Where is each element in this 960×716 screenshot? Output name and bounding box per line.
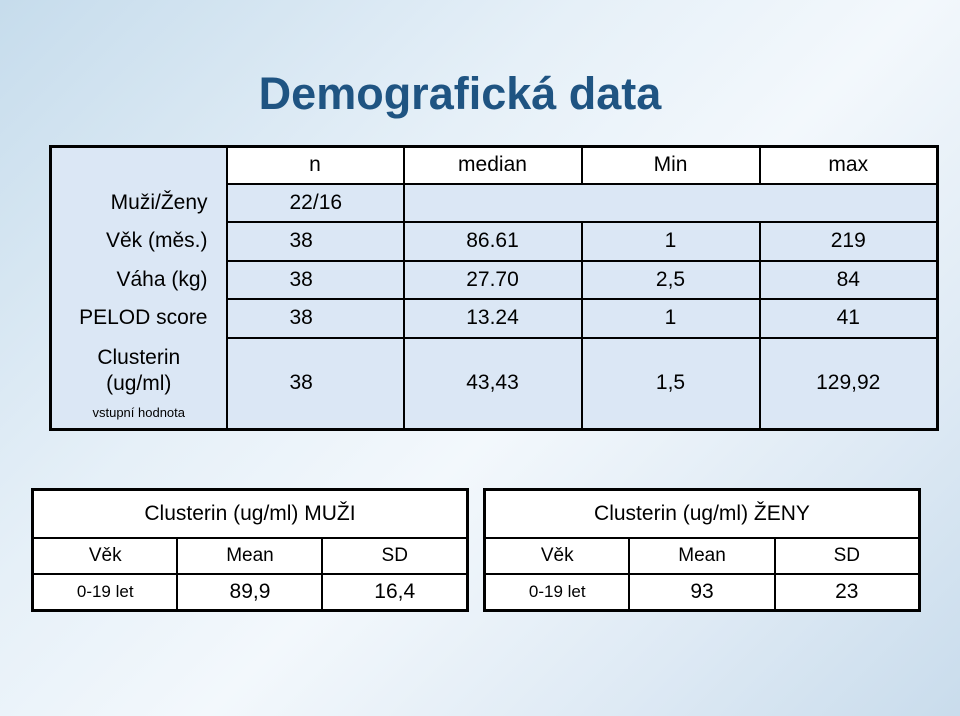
cell-n: 22/16 — [225, 182, 405, 224]
cell-min: 1,5 — [580, 336, 761, 431]
table-row: Clusterin (ug/ml) vstupní hodnota 38 43,… — [50, 336, 939, 431]
cell-n: 38 — [225, 336, 405, 431]
cell-max: 84 — [758, 259, 939, 301]
row-label: Muži/Ženy — [50, 183, 228, 223]
cell-median: 13.24 — [402, 298, 583, 339]
cell-n: 38 — [225, 221, 405, 262]
cell-median: 43,43 — [402, 336, 583, 431]
header-sd: SD — [321, 537, 469, 575]
header-corner — [50, 146, 227, 184]
row-label: Váha (kg) — [50, 260, 228, 300]
men-clusterin-table: Clusterin (ug/ml) MUŽI Věk Mean SD 0-19 … — [31, 488, 469, 612]
cell-max: 219 — [758, 221, 939, 262]
cell-n: 38 — [225, 259, 405, 301]
header-n: n — [225, 145, 405, 185]
table-row: Věk (měs.) 38 86.61 1 219 — [50, 221, 939, 262]
cell-min: 1 — [580, 221, 761, 262]
page-title: Demografická data — [258, 68, 662, 119]
women-clusterin-table: Clusterin (ug/ml) ŽENY Věk Mean SD 0-19 … — [483, 488, 921, 612]
header-mean: Mean — [176, 537, 324, 575]
cell-min: 1 — [580, 298, 761, 339]
cell-min: 2,5 — [580, 259, 761, 301]
row-label-clusterin: Clusterin (ug/ml) vstupní hodnota — [50, 337, 228, 430]
header-min: Min — [580, 145, 761, 185]
row-label: Věk (měs.) — [50, 222, 228, 261]
row-label-note: vstupní hodnota — [92, 405, 186, 421]
cell-median: 86.61 — [402, 221, 583, 262]
table-row: PELOD score 38 13.24 1 41 — [50, 298, 939, 339]
cell-max: 129,92 — [758, 336, 939, 431]
table-header-row: n median Min max — [50, 145, 939, 185]
cell-mean: 89,9 — [176, 573, 324, 612]
cell-mean: 93 — [628, 573, 776, 612]
table-row: Váha (kg) 38 27.70 2,5 84 — [50, 259, 939, 301]
cell-sd: 16,4 — [321, 573, 469, 612]
header-median: median — [402, 145, 583, 185]
cell-median: 27.70 — [402, 259, 583, 301]
cell-age: 0-19 let — [31, 573, 179, 612]
cell-n: 38 — [225, 298, 405, 339]
header-mean: Mean — [628, 537, 776, 575]
men-table-title: Clusterin (ug/ml) MUŽI — [31, 488, 469, 539]
header-max: max — [758, 145, 939, 185]
table-row: 0-19 let 93 23 — [483, 573, 921, 612]
header-age: Věk — [483, 537, 631, 575]
cell-age: 0-19 let — [483, 573, 631, 612]
table-row: 0-19 let 89,9 16,4 — [31, 573, 469, 612]
header-sd: SD — [773, 537, 921, 575]
demographics-table: n median Min max Muži/Ženy 22/16 Věk (mě… — [49, 145, 939, 431]
cell-sd: 23 — [773, 573, 921, 612]
row-label-line2: (ug/ml) — [106, 372, 172, 396]
cell-empty — [402, 182, 939, 224]
cell-max: 41 — [758, 298, 939, 339]
women-table-title: Clusterin (ug/ml) ŽENY — [483, 488, 921, 539]
row-label: PELOD score — [50, 299, 228, 338]
row-label-line1: Clusterin — [97, 346, 181, 370]
header-age: Věk — [31, 537, 179, 575]
table-row: Muži/Ženy 22/16 — [50, 182, 939, 224]
